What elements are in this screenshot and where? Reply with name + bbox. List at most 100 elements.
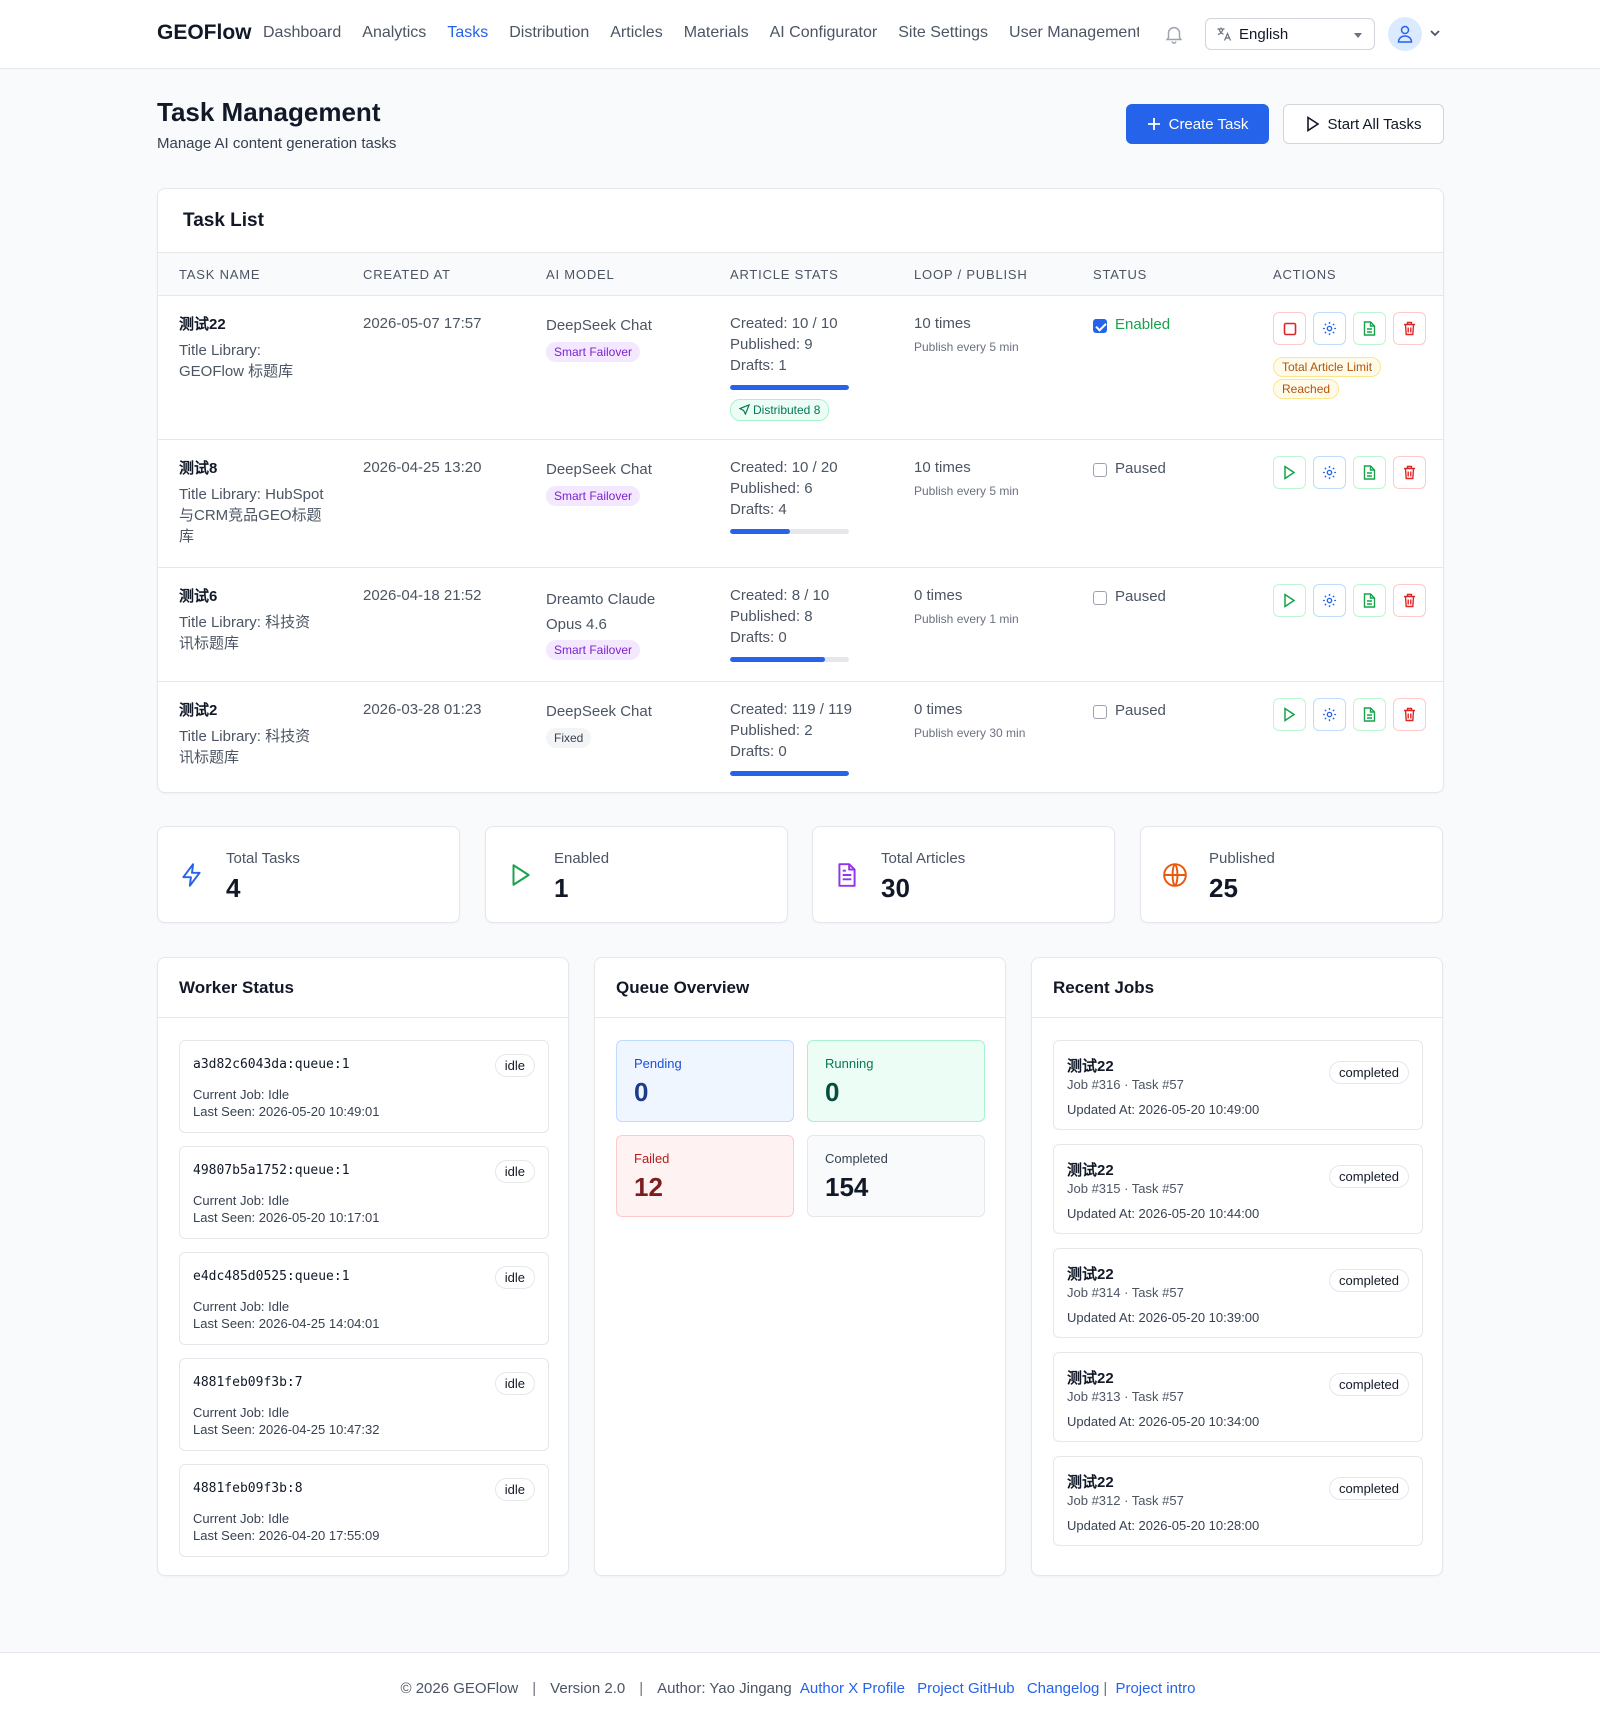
- nav-dashboard[interactable]: Dashboard: [263, 24, 342, 41]
- stat-value: 1: [554, 873, 569, 903]
- nav-articles[interactable]: Articles: [610, 24, 663, 41]
- loop-count: 0 times: [914, 587, 963, 604]
- task-title-library: Title Library: 科技资讯标题库: [179, 614, 311, 652]
- task-ai-model: DeepSeek Chat: [546, 461, 652, 478]
- articles-button[interactable]: [1353, 456, 1386, 489]
- stat-created: Created: 119 / 119: [730, 701, 853, 718]
- task-name[interactable]: 测试2: [179, 702, 218, 719]
- page-subtitle: Manage AI content generation tasks: [157, 135, 397, 152]
- stop-task-button[interactable]: [1273, 312, 1306, 345]
- stat-value: 30: [881, 873, 910, 903]
- articles-button[interactable]: [1353, 584, 1386, 617]
- nav-distribution[interactable]: Distribution: [509, 24, 590, 41]
- trash-icon: [1404, 321, 1415, 336]
- nav-user-management[interactable]: User Management: [1009, 24, 1139, 41]
- recent-jobs-panel: Recent Jobs 测试22 Job #316 · Task #57 Upd…: [1031, 957, 1443, 1576]
- start-all-tasks-label: Start All Tasks: [1327, 115, 1422, 133]
- delete-button[interactable]: [1393, 584, 1426, 617]
- play-icon: [1284, 593, 1296, 608]
- worker-last-seen: Last Seen: 2026-04-20 17:55:09: [193, 1528, 380, 1543]
- stat-label: Total Tasks: [226, 850, 300, 867]
- gear-icon: [1322, 321, 1337, 336]
- settings-button[interactable]: [1313, 456, 1346, 489]
- chevron-down-icon[interactable]: [1428, 26, 1442, 40]
- queue-failed-box: Failed 12: [616, 1135, 794, 1217]
- worker-current-job: Current Job: Idle: [193, 1299, 290, 1314]
- nav-ai-configurator[interactable]: AI Configurator: [769, 24, 878, 41]
- queue-completed-label: Completed: [825, 1151, 888, 1166]
- loop-count: 10 times: [914, 459, 971, 476]
- queue-completed-value: 154: [825, 1172, 869, 1202]
- worker-state-badge: idle: [494, 1266, 535, 1289]
- brand-logo[interactable]: GEOFlow: [157, 21, 252, 44]
- stat-label: Published: [1209, 850, 1275, 867]
- bell-icon[interactable]: [1163, 22, 1185, 46]
- delete-button[interactable]: [1393, 456, 1426, 489]
- delete-button[interactable]: [1393, 312, 1426, 345]
- settings-button[interactable]: [1313, 698, 1346, 731]
- worker-item: 4881feb09f3b:8 idle Current Job: Idle La…: [179, 1464, 549, 1557]
- nav-materials[interactable]: Materials: [683, 24, 749, 41]
- page-title: Task Management: [157, 97, 381, 127]
- task-name[interactable]: 测试6: [179, 588, 218, 605]
- worker-id: e4dc485d0525:queue:1: [193, 1269, 350, 1284]
- document-icon: [1363, 593, 1376, 608]
- send-icon: [738, 403, 751, 416]
- task-created-at: 2026-05-07 17:57: [363, 315, 482, 332]
- lightning-icon: [182, 863, 201, 887]
- column-header-loop-publish: LOOP / PUBLISH: [914, 267, 1028, 282]
- model-mode-badge: Smart Failover: [546, 485, 641, 506]
- project-intro-link[interactable]: Project intro: [1115, 1680, 1196, 1697]
- start-task-button[interactable]: [1273, 698, 1306, 731]
- queue-pending-label: Pending: [634, 1056, 682, 1071]
- queue-running-box: Running 0: [807, 1040, 985, 1122]
- chevron-down-icon: [1354, 33, 1362, 38]
- nav-site-settings[interactable]: Site Settings: [898, 24, 989, 41]
- articles-button[interactable]: [1353, 698, 1386, 731]
- changelog-link[interactable]: Changelog: [1026, 1680, 1100, 1697]
- queue-failed-label: Failed: [634, 1151, 670, 1166]
- worker-current-job: Current Job: Idle: [193, 1193, 290, 1208]
- stop-icon: [1283, 322, 1296, 335]
- task-name[interactable]: 测试8: [179, 460, 218, 477]
- stat-value: 25: [1209, 873, 1238, 903]
- worker-state-badge: idle: [494, 1372, 535, 1395]
- job-updated-at: Updated At: 2026-05-20 10:44:00: [1067, 1206, 1260, 1221]
- stat-created: Created: 10 / 20: [730, 459, 838, 476]
- worker-last-seen: Last Seen: 2026-05-20 10:49:01: [193, 1104, 380, 1119]
- start-task-button[interactable]: [1273, 456, 1306, 489]
- nav-tasks[interactable]: Tasks: [447, 24, 489, 41]
- create-task-button[interactable]: Create Task: [1126, 104, 1269, 144]
- settings-button[interactable]: [1313, 584, 1346, 617]
- worker-item: e4dc485d0525:queue:1 idle Current Job: I…: [179, 1252, 549, 1345]
- status-checkbox[interactable]: [1093, 319, 1107, 333]
- status-checkbox[interactable]: [1093, 705, 1107, 719]
- user-icon: [1397, 25, 1413, 43]
- table-row: 测试2 Title Library: 科技资讯标题库 2026-03-28 01…: [158, 682, 1443, 792]
- start-all-tasks-button[interactable]: Start All Tasks: [1283, 104, 1444, 144]
- publish-interval: Publish every 1 min: [914, 612, 1019, 626]
- footer-copyright: © 2026 GEOFlow: [400, 1680, 519, 1697]
- job-state-badge: completed: [1329, 1477, 1409, 1500]
- start-task-button[interactable]: [1273, 584, 1306, 617]
- delete-button[interactable]: [1393, 698, 1426, 731]
- task-name[interactable]: 测试22: [179, 316, 226, 333]
- status-checkbox[interactable]: [1093, 463, 1107, 477]
- status-checkbox[interactable]: [1093, 591, 1107, 605]
- job-task-name: 测试22: [1067, 1474, 1114, 1491]
- articles-button[interactable]: [1353, 312, 1386, 345]
- author-x-profile-link[interactable]: Author X Profile: [799, 1680, 905, 1697]
- stat-created: Created: 8 / 10: [730, 587, 830, 604]
- language-select[interactable]: English: [1205, 18, 1375, 50]
- avatar[interactable]: [1388, 17, 1422, 51]
- project-github-link[interactable]: Project GitHub: [917, 1680, 1015, 1697]
- job-meta: Job #316 · Task #57: [1067, 1077, 1184, 1092]
- worker-last-seen: Last Seen: 2026-04-25 10:47:32: [193, 1422, 380, 1437]
- settings-button[interactable]: [1313, 312, 1346, 345]
- table-header: TASK NAME CREATED AT AI MODEL ARTICLE ST…: [158, 252, 1443, 296]
- nav-analytics[interactable]: Analytics: [362, 24, 427, 41]
- worker-id: 4881feb09f3b:7: [193, 1375, 303, 1390]
- task-created-at: 2026-04-25 13:20: [363, 459, 482, 476]
- column-header-ai-model: AI MODEL: [546, 267, 615, 282]
- model-mode-badge: Fixed: [546, 727, 592, 748]
